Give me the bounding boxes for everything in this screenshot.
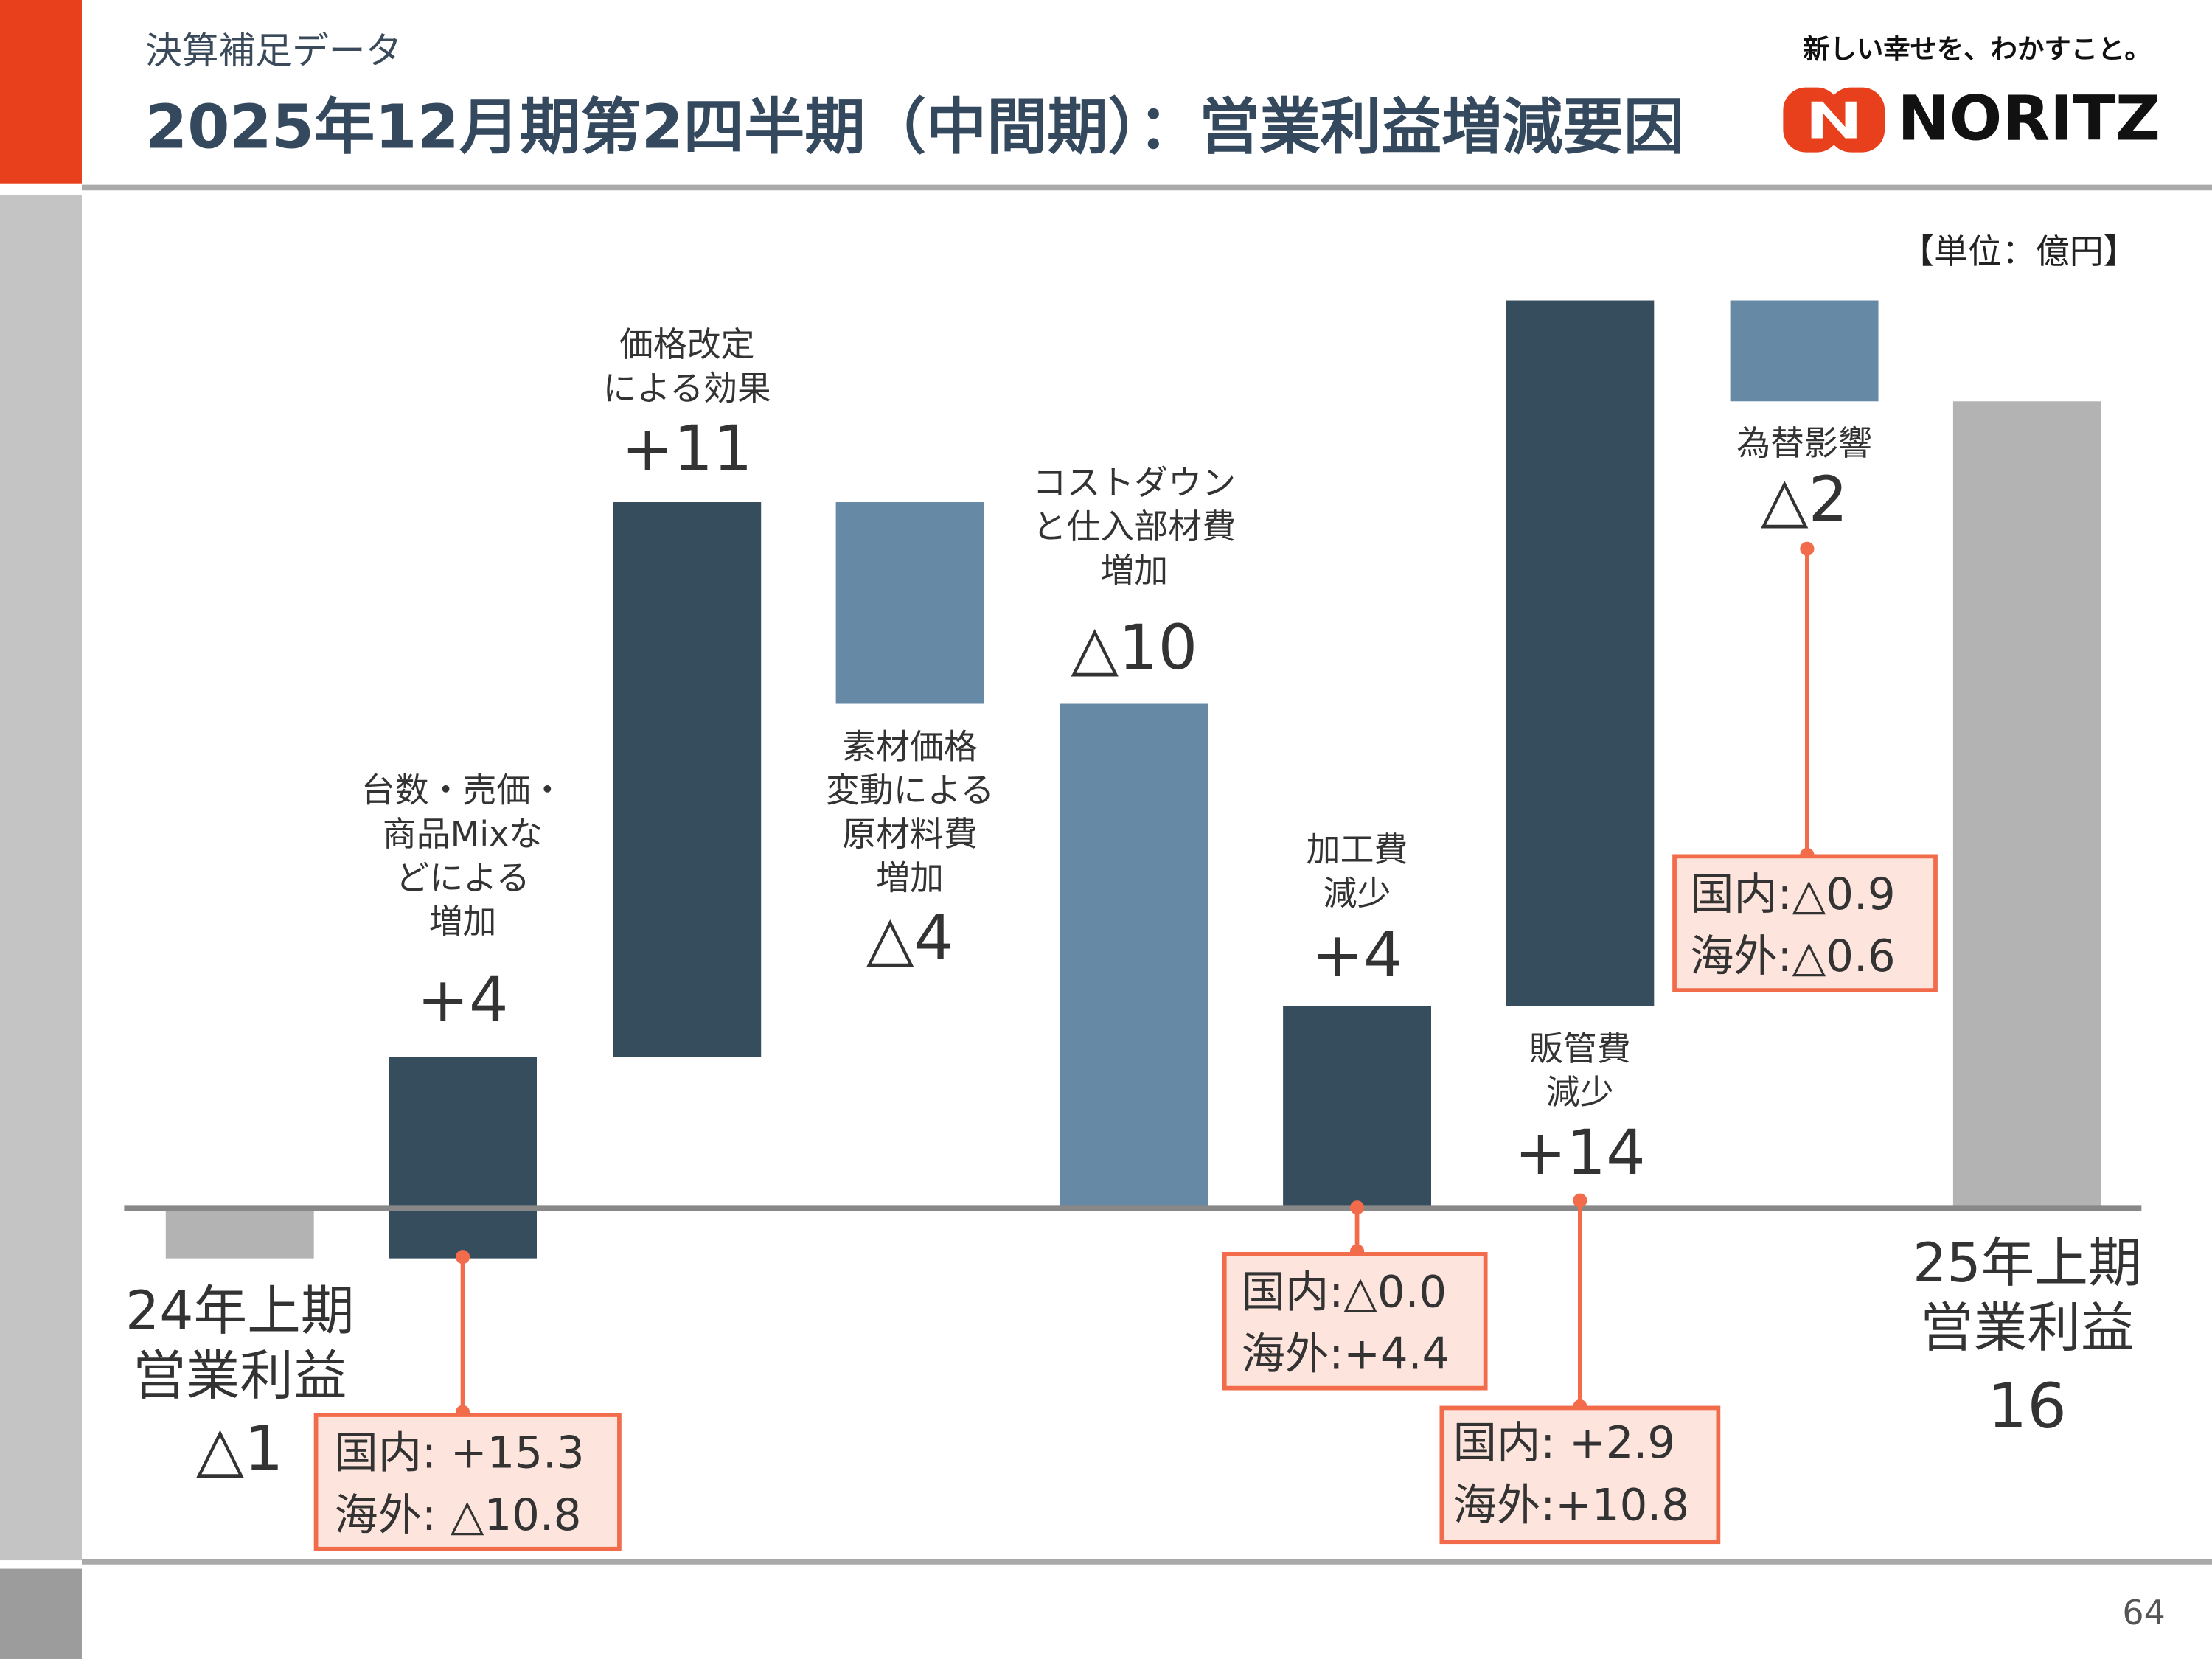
value-label: +11 <box>622 412 753 484</box>
callout-dot <box>1573 1193 1587 1208</box>
side-bar <box>0 195 82 1561</box>
subtitle: 決算補足データ <box>145 29 402 72</box>
bar <box>1283 1006 1432 1208</box>
value-label: +4 <box>1312 919 1403 991</box>
category-label: 販管費 <box>1529 1029 1631 1068</box>
title: 2025年12月期第2四半期（中間期）：営業利益増減要因 <box>145 92 1684 162</box>
category-label: どによる <box>395 858 529 897</box>
callout-box <box>1439 1405 1721 1545</box>
breakdown-text: 国内: +2.9 <box>1453 1417 1675 1468</box>
category-label: 減少 <box>1546 1072 1614 1112</box>
category-label: による効果 <box>603 368 771 408</box>
callout-box <box>1222 1252 1488 1391</box>
bar <box>835 502 984 704</box>
logo-name: NORITZ <box>1897 82 2160 154</box>
value-label: △4 <box>866 902 953 974</box>
bar <box>1952 401 2101 1208</box>
bar <box>1506 300 1655 1006</box>
category-label: コストダウン <box>1033 463 1236 503</box>
bar <box>165 1208 314 1259</box>
category-label: 増加 <box>876 858 944 897</box>
category-label: 24年上期 <box>125 1281 355 1343</box>
value-label: +4 <box>417 964 509 1036</box>
tagline: 新しい幸せを、わかすこと。 <box>1803 33 2151 65</box>
category-label: 営業利益 <box>1920 1298 2135 1360</box>
category-label: 増加 <box>429 902 497 942</box>
breakdown-text: 国内:△0.0 <box>1242 1266 1447 1317</box>
bar <box>389 1057 537 1259</box>
category-label: 素材価格 <box>842 726 978 766</box>
category-label: と仕入部材費 <box>1033 507 1236 546</box>
callout-dot <box>1349 1200 1365 1215</box>
callout-box <box>1672 854 1938 992</box>
breakdown-text: 国内: +15.3 <box>334 1427 584 1478</box>
breakdown-text: 海外:+4.4 <box>1242 1329 1450 1380</box>
breakdown-text: 国内:△0.9 <box>1690 869 1895 919</box>
category-label: 商品Mixな <box>383 814 543 854</box>
category-label: 台数・売価・ <box>361 771 564 810</box>
logo-mark <box>1783 87 1885 153</box>
value-label: +14 <box>1514 1116 1646 1189</box>
unit-label: 【単位：億円】 <box>1900 232 2137 271</box>
callout-box <box>313 1413 622 1551</box>
category-label: 営業利益 <box>133 1346 347 1408</box>
value-label: △2 <box>1761 463 1848 535</box>
side-bar-bottom <box>0 1568 82 1659</box>
category-label: 25年上期 <box>1913 1233 2142 1295</box>
category-label: 為替影響 <box>1736 423 1872 463</box>
category-label: 原材料費 <box>842 814 978 854</box>
value-label: △10 <box>1071 611 1197 684</box>
callout-dot <box>1800 541 1815 556</box>
breakdown-text: 海外:△0.6 <box>1690 931 1895 981</box>
category-label: 価格改定 <box>619 324 755 364</box>
callout-dot <box>455 1250 470 1265</box>
bar <box>1730 300 1879 402</box>
accent-bar <box>0 0 82 184</box>
breakdown-text: 海外: △10.8 <box>334 1489 581 1540</box>
category-label: 変動による <box>826 771 994 810</box>
bar <box>1060 703 1208 1208</box>
page-number: 64 <box>2122 1593 2165 1632</box>
category-label: 加工費 <box>1307 830 1408 869</box>
breakdown-text: 海外:+10.8 <box>1453 1479 1689 1530</box>
category-label: 増加 <box>1100 550 1168 590</box>
value-label: 16 <box>1988 1370 2067 1442</box>
category-label: 減少 <box>1324 873 1391 913</box>
bar <box>613 502 762 1057</box>
value-label: △1 <box>196 1413 283 1485</box>
